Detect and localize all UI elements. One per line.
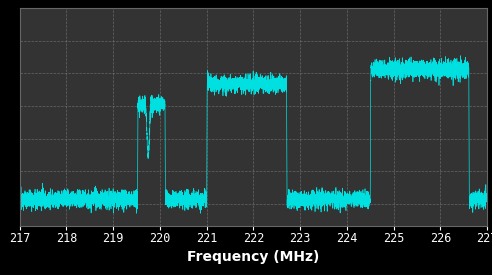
X-axis label: Frequency (MHz): Frequency (MHz) bbox=[187, 250, 320, 264]
